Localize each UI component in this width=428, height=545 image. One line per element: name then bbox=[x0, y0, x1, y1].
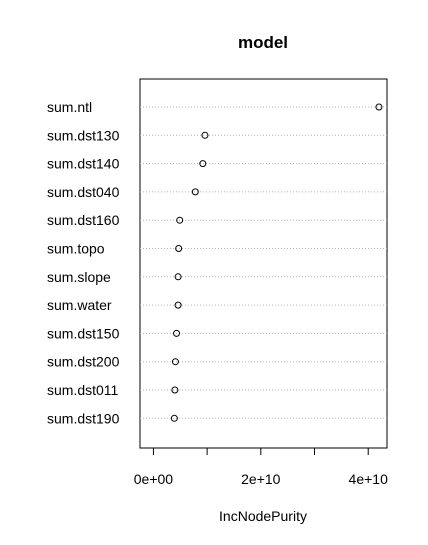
category-label: sum.ntl bbox=[47, 99, 92, 115]
x-tick-label: 4e+10 bbox=[349, 471, 389, 487]
data-point bbox=[176, 216, 184, 224]
category-label: sum.dst140 bbox=[47, 156, 120, 172]
data-point bbox=[175, 245, 183, 252]
category-label: sum.slope bbox=[47, 269, 111, 285]
category-label: sum.dst160 bbox=[47, 212, 120, 228]
data-point bbox=[171, 386, 179, 394]
plot-frame bbox=[139, 78, 388, 449]
chart-title: model bbox=[238, 33, 288, 52]
x-axis: 0e+00 2e+10 4e+10 bbox=[134, 448, 388, 487]
data-point bbox=[191, 188, 199, 196]
x-tick-label: 2e+10 bbox=[241, 471, 281, 487]
data-point bbox=[174, 273, 182, 281]
category-label: sum.dst150 bbox=[47, 325, 120, 341]
category-label: sum.dst040 bbox=[47, 184, 120, 200]
gridlines bbox=[140, 106, 387, 419]
category-label: sum.dst011 bbox=[47, 382, 119, 398]
data-point bbox=[199, 160, 207, 168]
category-label: sum.dst190 bbox=[47, 410, 120, 426]
data-point bbox=[375, 103, 383, 111]
data-point bbox=[201, 131, 209, 139]
data-points bbox=[170, 103, 383, 422]
category-label: sum.water bbox=[47, 297, 112, 313]
data-point bbox=[171, 358, 179, 366]
data-point bbox=[174, 301, 182, 309]
data-point bbox=[170, 414, 178, 422]
category-label: sum.dst200 bbox=[47, 354, 120, 370]
category-label: sum.dst130 bbox=[47, 127, 120, 143]
category-labels: sum.ntl sum.dst130 sum.dst140 sum.dst040 sum… bbox=[47, 99, 120, 426]
category-label: sum.topo bbox=[47, 241, 105, 257]
x-axis-label: IncNodePurity bbox=[219, 508, 307, 524]
data-point bbox=[173, 329, 181, 337]
x-tick-label: 0e+00 bbox=[134, 471, 174, 487]
